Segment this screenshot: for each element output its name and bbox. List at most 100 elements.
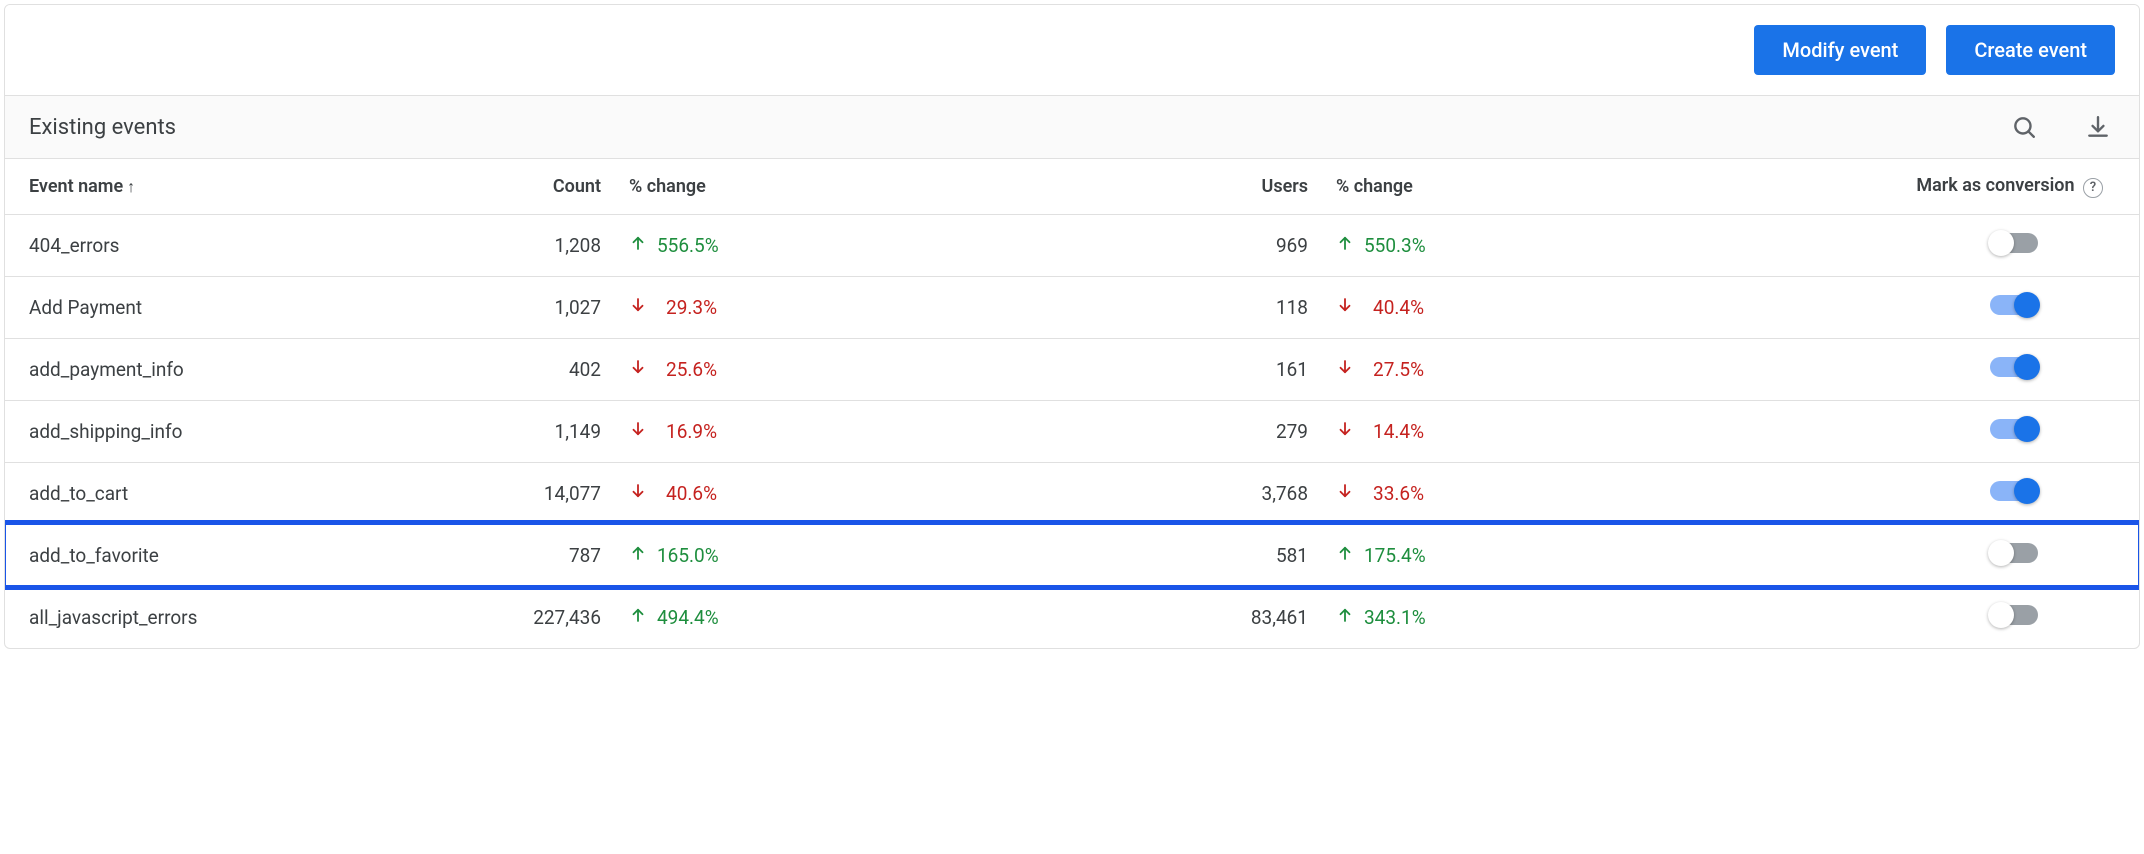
trend-down-icon xyxy=(1336,420,1354,443)
col-header-count[interactable]: Count xyxy=(445,159,605,214)
count-change-value: 165.0% xyxy=(657,544,719,567)
col-header-users[interactable]: Users xyxy=(1182,159,1312,214)
col-header-name[interactable]: Event name↑ xyxy=(5,159,445,214)
users-cell: 161 xyxy=(1182,338,1312,400)
users-change-value: 550.3% xyxy=(1364,234,1426,257)
users-change-cell: 343.1% xyxy=(1312,586,1492,648)
users-cell: 118 xyxy=(1182,276,1312,338)
col-header-count-change[interactable]: % change xyxy=(605,159,785,214)
table-row[interactable]: add_to_cart 14,077 40.6% 3,768 33.6% xyxy=(5,462,2139,524)
table-row[interactable]: add_payment_info 402 25.6% 161 27.5% xyxy=(5,338,2139,400)
count-change-value: 556.5% xyxy=(657,234,719,257)
users-change-value: 14.4% xyxy=(1364,420,1424,443)
count-change-cell: 25.6% xyxy=(605,338,785,400)
table-row[interactable]: add_to_favorite 787 165.0% 581 175.4% xyxy=(5,524,2139,586)
modify-event-button[interactable]: Modify event xyxy=(1754,25,1926,75)
conversion-cell xyxy=(1889,524,2139,586)
count-cell: 1,149 xyxy=(445,400,605,462)
count-cell: 1,208 xyxy=(445,214,605,276)
conversion-cell xyxy=(1889,338,2139,400)
conversion-cell xyxy=(1889,462,2139,524)
conversion-cell xyxy=(1889,400,2139,462)
event-name-cell[interactable]: add_payment_info xyxy=(5,338,445,400)
count-cell: 14,077 xyxy=(445,462,605,524)
table-row[interactable]: all_javascript_errors 227,436 494.4% 83,… xyxy=(5,586,2139,648)
count-change-cell: 29.3% xyxy=(605,276,785,338)
users-change-cell: 40.4% xyxy=(1312,276,1492,338)
help-icon[interactable]: ? xyxy=(2083,178,2103,198)
users-cell: 969 xyxy=(1182,214,1312,276)
trend-up-icon xyxy=(629,544,647,567)
table-row[interactable]: add_shipping_info 1,149 16.9% 279 14.4% xyxy=(5,400,2139,462)
count-change-value: 25.6% xyxy=(657,358,717,381)
count-change-value: 16.9% xyxy=(657,420,717,443)
col-header-users-change[interactable]: % change xyxy=(1312,159,1492,214)
count-change-cell: 16.9% xyxy=(605,400,785,462)
trend-down-icon xyxy=(1336,296,1354,319)
users-change-value: 175.4% xyxy=(1364,544,1426,567)
download-icon[interactable] xyxy=(2081,110,2115,144)
count-cell: 402 xyxy=(445,338,605,400)
users-cell: 83,461 xyxy=(1182,586,1312,648)
trend-down-icon xyxy=(629,482,647,505)
count-change-value: 40.6% xyxy=(657,482,717,505)
events-table: Event name↑ Count % change Users % chang… xyxy=(5,159,2139,648)
users-cell: 3,768 xyxy=(1182,462,1312,524)
users-cell: 581 xyxy=(1182,524,1312,586)
trend-up-icon xyxy=(629,234,647,257)
conversion-toggle[interactable] xyxy=(1990,233,2038,253)
table-row[interactable]: Add Payment 1,027 29.3% 118 40.4% xyxy=(5,276,2139,338)
events-panel: Modify event Create event Existing event… xyxy=(4,4,2140,649)
conversion-cell xyxy=(1889,586,2139,648)
top-actions-bar: Modify event Create event xyxy=(5,5,2139,95)
event-name-cell[interactable]: 404_errors xyxy=(5,214,445,276)
trend-up-icon xyxy=(1336,234,1354,257)
conversion-toggle[interactable] xyxy=(1990,605,2038,625)
trend-up-icon xyxy=(1336,606,1354,629)
trend-down-icon xyxy=(629,420,647,443)
event-name-cell[interactable]: Add Payment xyxy=(5,276,445,338)
event-name-cell[interactable]: add_to_favorite xyxy=(5,524,445,586)
count-cell: 227,436 xyxy=(445,586,605,648)
conversion-cell xyxy=(1889,214,2139,276)
trend-up-icon xyxy=(629,606,647,629)
event-name-cell[interactable]: all_javascript_errors xyxy=(5,586,445,648)
table-row[interactable]: 404_errors 1,208 556.5% 969 550.3% xyxy=(5,214,2139,276)
col-header-name-label: Event name xyxy=(29,176,123,197)
count-change-cell: 556.5% xyxy=(605,214,785,276)
conversion-toggle[interactable] xyxy=(1990,481,2038,501)
search-icon[interactable] xyxy=(2007,110,2041,144)
sort-asc-icon: ↑ xyxy=(127,177,135,196)
conversion-toggle[interactable] xyxy=(1990,295,2038,315)
event-name-cell[interactable]: add_to_cart xyxy=(5,462,445,524)
users-change-cell: 14.4% xyxy=(1312,400,1492,462)
users-change-cell: 27.5% xyxy=(1312,338,1492,400)
count-cell: 787 xyxy=(445,524,605,586)
users-change-value: 33.6% xyxy=(1364,482,1424,505)
section-title: Existing events xyxy=(29,115,176,140)
users-change-value: 40.4% xyxy=(1364,296,1424,319)
conversion-cell xyxy=(1889,276,2139,338)
users-change-value: 27.5% xyxy=(1364,358,1424,381)
conversion-toggle[interactable] xyxy=(1990,543,2038,563)
count-change-value: 29.3% xyxy=(657,296,717,319)
trend-down-icon xyxy=(629,296,647,319)
count-change-cell: 494.4% xyxy=(605,586,785,648)
users-cell: 279 xyxy=(1182,400,1312,462)
trend-down-icon xyxy=(1336,358,1354,381)
col-header-conversion-label: Mark as conversion xyxy=(1916,175,2074,196)
create-event-button[interactable]: Create event xyxy=(1946,25,2115,75)
users-change-value: 343.1% xyxy=(1364,606,1426,629)
count-change-cell: 40.6% xyxy=(605,462,785,524)
table-header-row: Event name↑ Count % change Users % chang… xyxy=(5,159,2139,214)
trend-up-icon xyxy=(1336,544,1354,567)
conversion-toggle[interactable] xyxy=(1990,357,2038,377)
count-change-cell: 165.0% xyxy=(605,524,785,586)
event-name-cell[interactable]: add_shipping_info xyxy=(5,400,445,462)
users-change-cell: 550.3% xyxy=(1312,214,1492,276)
trend-down-icon xyxy=(629,358,647,381)
conversion-toggle[interactable] xyxy=(1990,419,2038,439)
section-subheader: Existing events xyxy=(5,95,2139,159)
section-actions xyxy=(2007,110,2115,144)
users-change-cell: 175.4% xyxy=(1312,524,1492,586)
